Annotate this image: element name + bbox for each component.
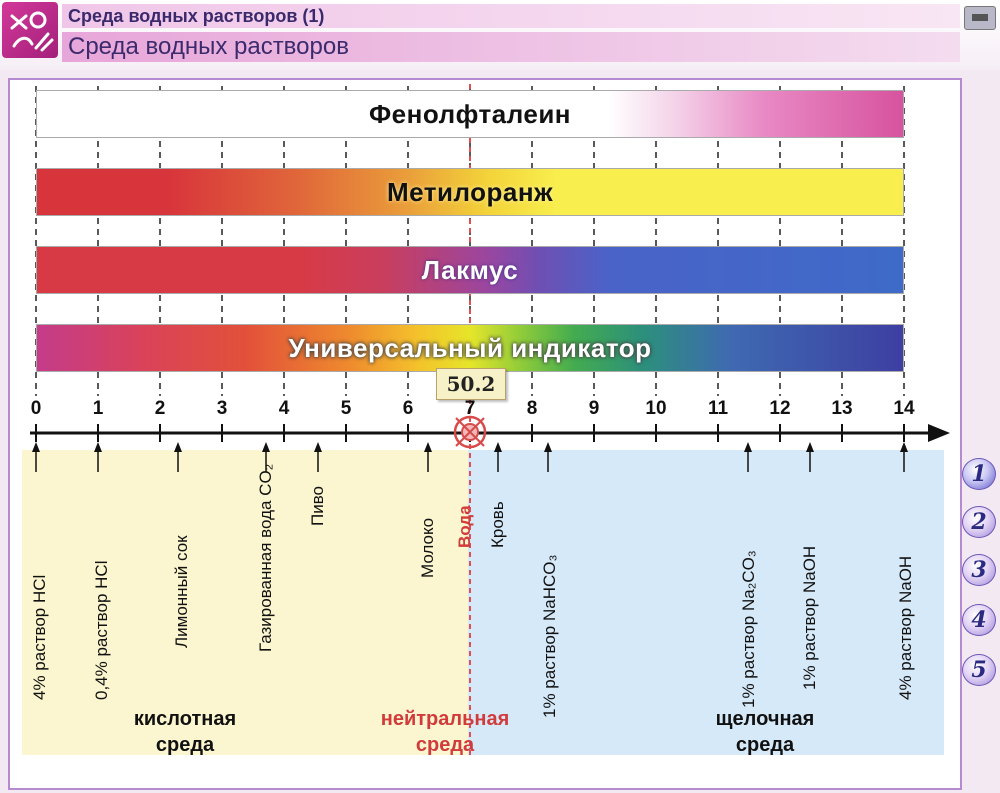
ph-value-display: 50.2 — [436, 368, 506, 400]
app-header: Среда водных растворов (1) Среда водных … — [0, 0, 1000, 70]
zone-line: среда — [735, 734, 795, 756]
substance-label: 1% раствор Na₂CO₃ — [739, 550, 758, 708]
page-button-2[interactable]: 2 — [962, 506, 996, 538]
base-zone — [468, 450, 944, 755]
indicator-label: Метилоранж — [386, 176, 554, 207]
page-button-4[interactable]: 4 — [962, 604, 996, 636]
page-button-1[interactable]: 1 — [962, 458, 996, 490]
substance-label: 1% раствор NaOH — [800, 545, 819, 690]
tick-label: 7 — [464, 398, 476, 419]
substance-arrow — [494, 442, 502, 472]
base-zone-caption: щелочная среда — [690, 706, 840, 758]
indicator-label: Универсальный индикатор — [288, 332, 652, 363]
indicator-litmus: Лакмус — [36, 246, 904, 294]
window-title: Среда водных растворов (1) — [62, 4, 960, 28]
tick-label: 12 — [769, 398, 791, 419]
tick-label: 10 — [645, 398, 667, 419]
substance-arrow — [544, 442, 552, 472]
substance-label: Газированная вода CO₂ — [256, 463, 275, 652]
tick-label: 14 — [893, 398, 915, 419]
tick-label: 13 — [831, 398, 853, 419]
page-title: Среда водных растворов — [62, 32, 960, 62]
ph-pointer-handle[interactable] — [450, 412, 490, 452]
zone-line: щелочная — [715, 708, 815, 730]
tick-label: 4 — [278, 398, 290, 419]
substance-label: Пиво — [308, 485, 327, 526]
page-button-5[interactable]: 5 — [962, 654, 996, 686]
indicator-universal: Универсальный индикатор — [36, 324, 904, 372]
substance-arrow — [94, 442, 102, 472]
acid-zone-caption: кислотная среда — [110, 706, 260, 758]
indicator-label: Лакмус — [421, 254, 519, 285]
tick-label: 6 — [402, 398, 414, 419]
substance-label: Кровь — [488, 501, 507, 548]
app-logo — [2, 2, 58, 58]
page-button-3[interactable]: 3 — [962, 554, 996, 586]
indicator-methyl-orange: Метилоранж — [36, 168, 904, 216]
substance-label: Лимонный сок — [172, 535, 191, 648]
zone-line: кислотная — [133, 708, 237, 730]
indicator-label: Фенолфталеин — [368, 98, 572, 129]
substance-label: 4% раствор HCl — [30, 574, 49, 700]
indicator-phenolphthalein: Фенолфталеин — [36, 90, 904, 138]
water-label: Вода — [455, 505, 474, 548]
tick-label: 2 — [154, 398, 166, 419]
substance-arrow — [900, 442, 908, 472]
substance-arrow — [32, 442, 40, 472]
substance-arrow — [424, 442, 432, 472]
acid-zone — [22, 450, 468, 755]
substance-arrow — [174, 442, 182, 472]
tick-label: 3 — [216, 398, 228, 419]
zone-line: среда — [155, 734, 215, 756]
zone-line: среда — [415, 734, 475, 756]
substance-label: 0,4% раствор HCl — [92, 560, 111, 700]
tick-label: 0 — [30, 398, 42, 419]
tick-label: 8 — [526, 398, 538, 419]
substance-arrow — [744, 442, 752, 472]
substance-arrow — [314, 442, 322, 472]
tick-label: 9 — [588, 398, 600, 419]
substance-arrow — [806, 442, 814, 472]
tick-label: 1 — [92, 398, 104, 419]
zone-line: нейтральная — [380, 708, 510, 730]
substance-label: 1% раствор NaHCO₃ — [540, 554, 559, 718]
tick-label: 5 — [340, 398, 352, 419]
substance-label: 4% раствор NaOH — [896, 555, 915, 700]
minimize-button[interactable] — [964, 6, 996, 30]
tick-label: 11 — [707, 398, 729, 419]
neutral-zone-caption: нейтральная среда — [350, 706, 540, 758]
substance-label: Молоко — [418, 517, 437, 578]
substance-arrow — [262, 442, 270, 472]
